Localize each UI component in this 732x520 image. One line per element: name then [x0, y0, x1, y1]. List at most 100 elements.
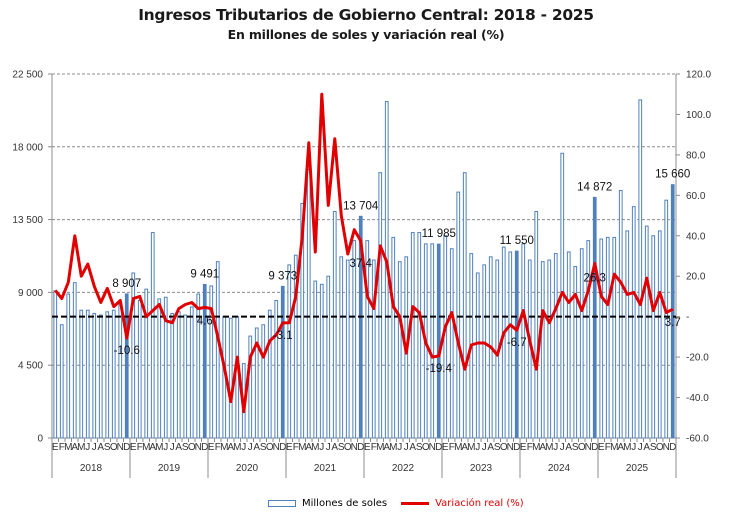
bar [508, 251, 513, 439]
bar [124, 293, 129, 439]
bar [612, 236, 617, 439]
bar [430, 243, 435, 439]
right-tick-label: -60.0 [686, 434, 709, 445]
month-label: E [364, 442, 371, 453]
bar [566, 251, 571, 439]
month-label: O [266, 442, 274, 453]
month-label: J [631, 442, 636, 453]
month-label: A [461, 442, 468, 453]
month-label: F [137, 442, 143, 453]
year-label: 2021 [314, 463, 337, 474]
month-label: A [409, 442, 416, 453]
legend-bar-label: Millones de soles [302, 498, 388, 509]
month-label: J [85, 442, 90, 453]
bar [53, 290, 58, 439]
month-label: J [475, 442, 480, 453]
bar [254, 327, 259, 439]
bar [261, 324, 266, 439]
month-label: S [260, 442, 267, 453]
bar [176, 311, 181, 439]
bar [306, 168, 311, 439]
month-label: M [142, 442, 150, 453]
bar [631, 206, 636, 439]
bar [137, 299, 142, 439]
month-label: J [248, 442, 253, 453]
bar [592, 196, 597, 439]
left-tick-label: 18 000 [12, 142, 43, 153]
month-label: F [605, 442, 611, 453]
bar [118, 303, 123, 439]
bar [332, 211, 337, 439]
month-label: D [201, 442, 208, 453]
line-data-label: 4.6 [197, 315, 213, 327]
bar [189, 306, 194, 439]
month-label: M [233, 442, 241, 453]
month-label: M [311, 442, 319, 453]
bar [267, 309, 272, 439]
bar [248, 335, 253, 439]
month-label: S [494, 442, 501, 453]
month-label: M [532, 442, 540, 453]
bar [339, 256, 344, 439]
month-label: A [643, 442, 650, 453]
line-data-label: -3.1 [273, 330, 293, 342]
bar [618, 189, 623, 439]
bar [183, 314, 188, 439]
month-label: M [64, 442, 72, 453]
month-label: D [279, 442, 286, 453]
bar [664, 199, 669, 439]
month-label: E [52, 442, 59, 453]
bar-data-label: 11 550 [500, 235, 534, 247]
month-label: F [371, 442, 377, 453]
bar [170, 312, 175, 439]
bar [547, 259, 552, 439]
bar [157, 298, 162, 439]
bar [202, 283, 207, 439]
month-label: J [326, 442, 331, 453]
bar-data-label: 8 907 [112, 278, 141, 290]
month-label: M [389, 442, 397, 453]
year-label: 2023 [470, 463, 493, 474]
bar [313, 280, 318, 439]
variation-line [54, 92, 674, 414]
bar [599, 238, 604, 439]
month-label: S [650, 442, 657, 453]
month-label: A [331, 442, 338, 453]
month-label: O [656, 442, 664, 453]
month-label: D [435, 442, 442, 453]
month-label: J [404, 442, 409, 453]
bar [514, 250, 519, 439]
month-label: M [220, 442, 228, 453]
month-label: A [227, 442, 234, 453]
bar [66, 293, 71, 439]
bar [280, 285, 285, 439]
bar [371, 259, 376, 439]
month-label: D [513, 442, 520, 453]
bar [449, 248, 454, 439]
right-tick-label: -20.0 [686, 353, 709, 364]
month-label: E [130, 442, 137, 453]
bar [287, 264, 292, 439]
month-label: D [591, 442, 598, 453]
bar [586, 240, 591, 439]
bar [345, 259, 350, 439]
bar [352, 240, 357, 439]
month-label: J [397, 442, 402, 453]
bar [391, 236, 396, 439]
bar [605, 236, 610, 439]
left-tick-label: 0 [37, 434, 43, 445]
left-tick-label: 13 500 [12, 215, 43, 226]
bar [436, 243, 441, 439]
year-label: 2024 [548, 463, 571, 474]
left-tick-label: 22 500 [12, 70, 43, 81]
line-data-label: 26.3 [584, 272, 606, 284]
bar [651, 235, 656, 439]
month-label: M [77, 442, 85, 453]
bar [378, 172, 383, 439]
bar [85, 309, 90, 439]
month-label: F [449, 442, 455, 453]
bar-data-label: 13 704 [343, 200, 379, 212]
left-tick-label: 9 000 [18, 288, 43, 299]
month-label: S [338, 442, 345, 453]
bar [92, 312, 97, 439]
